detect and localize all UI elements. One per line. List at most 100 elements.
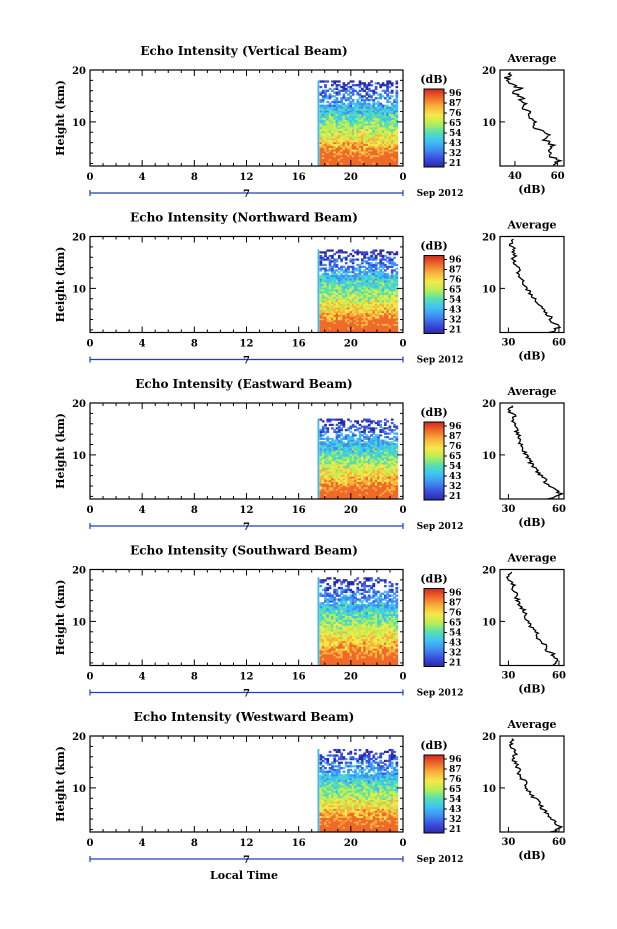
- heatmap-cell: [340, 446, 343, 449]
- heatmap-cell: [333, 156, 337, 159]
- heatmap-cell: [324, 476, 327, 479]
- heatmap-cell: [383, 296, 387, 299]
- heatmap-cell: [321, 126, 325, 130]
- heatmap-cell: [333, 294, 337, 297]
- heatmap-cell: [367, 316, 371, 319]
- heatmap-cell: [360, 312, 364, 315]
- heatmap-cell: [351, 265, 355, 268]
- heatmap-cell: [358, 444, 362, 447]
- heatmap-cell: [344, 296, 348, 299]
- heatmap-cell: [379, 446, 383, 449]
- heatmap-cell: [381, 95, 385, 98]
- heatmap-cell: [340, 130, 343, 133]
- heatmap-cell: [360, 659, 364, 663]
- heatmap-cell: [356, 156, 360, 159]
- heatmap-cell: [351, 476, 355, 479]
- heatmap-cell: [337, 316, 341, 319]
- heatmap-cell: [383, 276, 387, 279]
- heatmap-cell: [388, 113, 392, 117]
- heatmap-cell: [326, 446, 330, 449]
- heatmap-cell: [335, 630, 339, 634]
- heatmap-cell: [370, 476, 373, 479]
- heatmap-cell: [372, 300, 376, 303]
- heatmap-cell: [381, 256, 385, 259]
- heatmap-cell: [321, 151, 325, 154]
- heatmap-cell: [349, 439, 353, 442]
- heatmap-cell: [354, 267, 357, 270]
- heatmap-cell: [349, 310, 353, 314]
- heatmap-cell: [393, 644, 396, 647]
- heatmap-cell: [344, 138, 348, 141]
- heatmap-cell: [377, 130, 380, 133]
- heatmap-cell: [367, 325, 371, 328]
- heatmap-cell: [360, 492, 364, 495]
- heatmap-cell: [319, 298, 323, 301]
- heatmap-cell: [351, 458, 355, 461]
- heatmap-cell: [363, 640, 366, 643]
- heatmap-cell: [333, 307, 337, 310]
- heatmap-cell: [347, 652, 350, 655]
- heatmap-cell: [386, 474, 389, 477]
- heatmap-cell: [351, 152, 355, 156]
- heatmap-cell: [319, 642, 323, 645]
- heatmap-cell: [383, 325, 387, 328]
- heatmap-cell: [335, 481, 339, 484]
- heatmap-cell: [372, 125, 376, 128]
- heatmap-cell: [319, 495, 323, 498]
- heatmap-cell: [374, 287, 378, 290]
- heatmap-cell: [367, 460, 371, 463]
- heatmap-cell: [388, 138, 392, 141]
- heatmap-cell: [335, 441, 339, 444]
- heatmap-cell: [337, 292, 341, 295]
- heatmap-cell: [377, 439, 380, 442]
- heatmap-cell: [333, 474, 337, 477]
- profile-x-tick-label: 60: [552, 338, 566, 349]
- heatmap-cell: [342, 164, 346, 167]
- heatmap-cell: [319, 305, 323, 308]
- heatmap-cell: [383, 450, 387, 453]
- heatmap-cell: [367, 95, 371, 98]
- heatmap-cell: [326, 126, 330, 130]
- heatmap-cell: [351, 274, 355, 277]
- heatmap-cell: [379, 271, 383, 274]
- heatmap-cell: [340, 89, 343, 92]
- heatmap-cell: [335, 434, 339, 437]
- heatmap-cell: [331, 638, 334, 641]
- profile-x-tick-label: 30: [501, 504, 515, 515]
- heatmap-cell: [379, 659, 383, 663]
- heatmap-cell: [381, 121, 385, 124]
- heatmap-cell: [342, 485, 346, 488]
- heatmap-cell: [333, 663, 337, 666]
- heatmap-cell: [356, 276, 360, 279]
- heatmap-cell: [331, 437, 334, 440]
- heatmap-cell: [328, 260, 332, 263]
- heatmap-cell: [365, 278, 369, 281]
- heatmap-cell: [370, 420, 373, 423]
- heatmap-cell: [395, 485, 399, 488]
- heatmap-cell: [337, 138, 341, 141]
- heatmap-cell: [324, 495, 327, 498]
- heatmap-cell: [321, 301, 325, 305]
- heatmap-cell: [344, 638, 348, 641]
- heatmap-cell: [337, 646, 341, 649]
- heatmap-cell: [370, 652, 373, 655]
- heatmap-cell: [324, 444, 327, 447]
- heatmap-cell: [381, 444, 385, 447]
- heatmap-cell: [383, 298, 387, 301]
- heatmap-cell: [321, 478, 325, 481]
- heatmap-cell: [395, 458, 399, 461]
- heatmap-cell: [379, 634, 383, 638]
- heatmap-cell: [354, 112, 357, 115]
- heatmap-cell: [356, 152, 360, 156]
- heatmap-cell: [340, 290, 343, 294]
- heatmap-cell: [351, 316, 355, 319]
- heatmap-cell: [381, 644, 385, 647]
- heatmap-cell: [390, 310, 394, 314]
- heatmap-cell: [328, 492, 332, 495]
- heatmap-cell: [324, 650, 327, 653]
- heatmap-cell: [379, 648, 383, 651]
- heatmap-cell: [379, 661, 383, 664]
- heatmap-cell: [372, 115, 376, 118]
- heatmap-cell: [372, 446, 376, 449]
- heatmap-cell: [360, 490, 364, 493]
